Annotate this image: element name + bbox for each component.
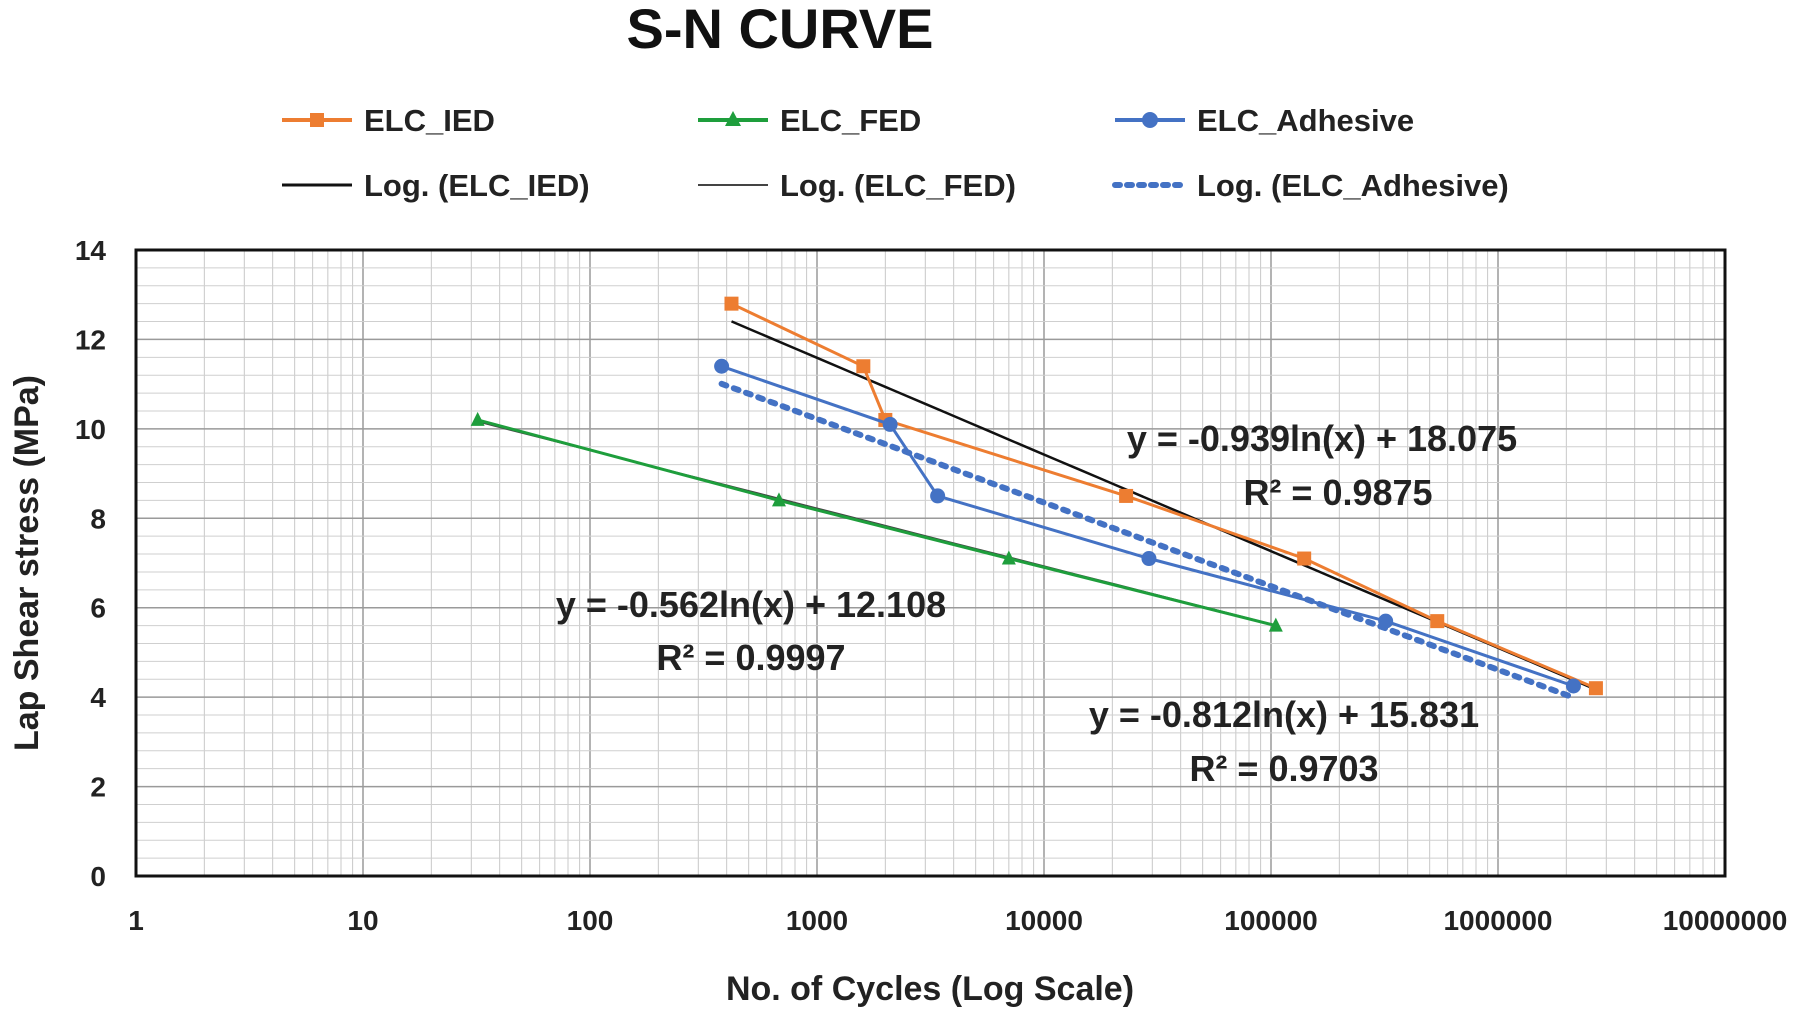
x-axis-label: No. of Cycles (Log Scale) bbox=[726, 970, 1134, 1008]
x-tick-label: 10000000 bbox=[1663, 905, 1788, 936]
equation-elc-ied: y = -0.939ln(x) + 18.075 bbox=[1127, 418, 1517, 459]
data-point-elc-adhesive bbox=[930, 488, 946, 504]
legend-marker-elc-fed bbox=[725, 111, 741, 126]
trendline-log-elc-adhesive bbox=[718, 380, 1577, 701]
x-tick-label: 100 bbox=[567, 905, 614, 936]
chart-title: S-N CURVE bbox=[626, 0, 933, 60]
r2-elc-ied: R² = 0.9875 bbox=[1243, 472, 1432, 513]
x-tick-label: 1000 bbox=[786, 905, 848, 936]
legend-label-elc-fed: ELC_FED bbox=[780, 103, 921, 138]
data-point-elc-ied bbox=[1119, 488, 1134, 503]
y-tick-label: 6 bbox=[90, 593, 106, 624]
y-tick-label: 4 bbox=[90, 682, 106, 713]
legend-marker-elc-ied bbox=[310, 113, 324, 127]
x-tick-label: 10000 bbox=[1005, 905, 1083, 936]
data-point-elc-fed bbox=[1268, 617, 1283, 632]
data-point-elc-fed bbox=[470, 411, 485, 426]
legend: ELC_IED ELC_FED ELC_Adhesive Log. (ELC_I… bbox=[282, 103, 1509, 203]
y-tick-label: 14 bbox=[75, 235, 107, 266]
data-point-elc-ied bbox=[1430, 614, 1445, 629]
plot-area-frame bbox=[134, 248, 1727, 878]
y-axis-label: Lap Shear stress (MPa) bbox=[8, 375, 46, 751]
legend-label-log-elc-adhesive: Log. (ELC_Adhesive) bbox=[1197, 168, 1509, 203]
axis-ticks: 1 10 100 1000 10000 100000 1000000 10000000 0 2 4 6… bbox=[75, 235, 1787, 936]
plot-grid bbox=[136, 250, 1725, 876]
equation-elc-fed: y = -0.562ln(x) + 12.108 bbox=[556, 584, 946, 625]
r2-elc-fed: R² = 0.9997 bbox=[656, 637, 845, 678]
y-tick-label: 0 bbox=[90, 861, 106, 892]
data-point-elc-fed bbox=[1001, 550, 1016, 565]
x-tick-label: 10 bbox=[347, 905, 378, 936]
data-point-elc-ied bbox=[1588, 681, 1603, 696]
data-point-elc-adhesive bbox=[882, 416, 898, 432]
r2-elc-adhesive: R² = 0.9703 bbox=[1189, 748, 1378, 789]
data-series bbox=[470, 296, 1603, 696]
y-tick-label: 10 bbox=[75, 414, 106, 445]
y-tick-label: 8 bbox=[90, 503, 106, 534]
series-line-elc-adhesive bbox=[721, 364, 1574, 688]
data-point-elc-adhesive bbox=[714, 358, 730, 374]
x-tick-label: 100000 bbox=[1224, 905, 1317, 936]
legend-label-elc-adhesive: ELC_Adhesive bbox=[1197, 103, 1414, 138]
legend-label-log-elc-ied: Log. (ELC_IED) bbox=[364, 168, 590, 203]
data-point-elc-fed bbox=[771, 492, 786, 507]
legend-label-log-elc-fed: Log. (ELC_FED) bbox=[780, 168, 1016, 203]
data-point-elc-adhesive bbox=[1378, 613, 1394, 629]
legend-marker-elc-adhesive bbox=[1142, 112, 1158, 128]
y-tick-label: 2 bbox=[90, 772, 106, 803]
equation-elc-adhesive: y = -0.812ln(x) + 15.831 bbox=[1089, 694, 1479, 735]
x-tick-label: 1 bbox=[128, 905, 144, 936]
series-line-elc-fed bbox=[477, 418, 1277, 628]
data-point-elc-adhesive bbox=[1565, 678, 1581, 694]
data-point-elc-ied bbox=[724, 296, 739, 311]
data-point-elc-ied bbox=[1297, 551, 1312, 566]
data-point-elc-adhesive bbox=[1141, 551, 1157, 567]
x-tick-label: 1000000 bbox=[1443, 905, 1552, 936]
legend-label-elc-ied: ELC_IED bbox=[364, 103, 495, 138]
y-tick-label: 12 bbox=[75, 324, 106, 355]
data-point-elc-ied bbox=[856, 359, 871, 374]
